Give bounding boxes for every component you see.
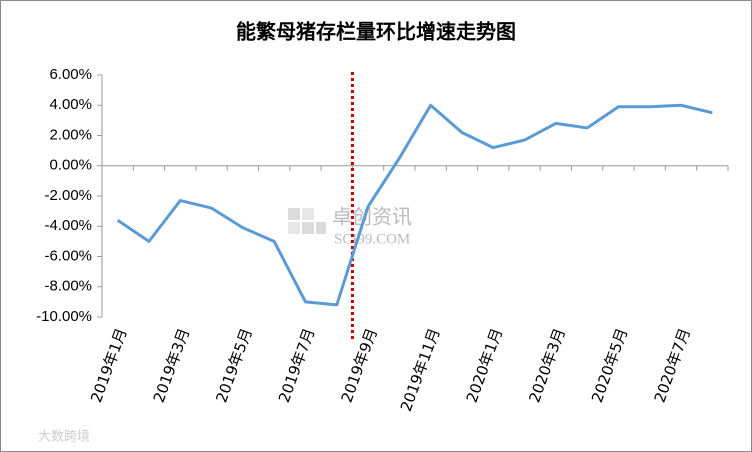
y-tick-label: -8.00% [44,278,92,295]
y-tick-label: -10.00% [36,308,92,325]
y-tick-label: 0.00% [49,157,92,174]
y-tick-label: 2.00% [49,126,92,143]
watermark: SCI99.COM [334,231,410,247]
y-tick-label: -2.00% [44,187,92,204]
watermark: 卓创资讯 [332,205,412,229]
y-tick-label: 6.00% [49,66,92,83]
y-tick-label: -6.00% [44,247,92,264]
watermark-logo [288,208,326,234]
line [116,103,713,307]
source-mark: 大数跨境 [38,430,90,445]
y-tick-label: 4.00% [49,96,92,113]
chart-title: 能繁母猪存栏量环比增速走势图 [236,20,516,44]
y-tick-label: -4.00% [44,217,92,234]
